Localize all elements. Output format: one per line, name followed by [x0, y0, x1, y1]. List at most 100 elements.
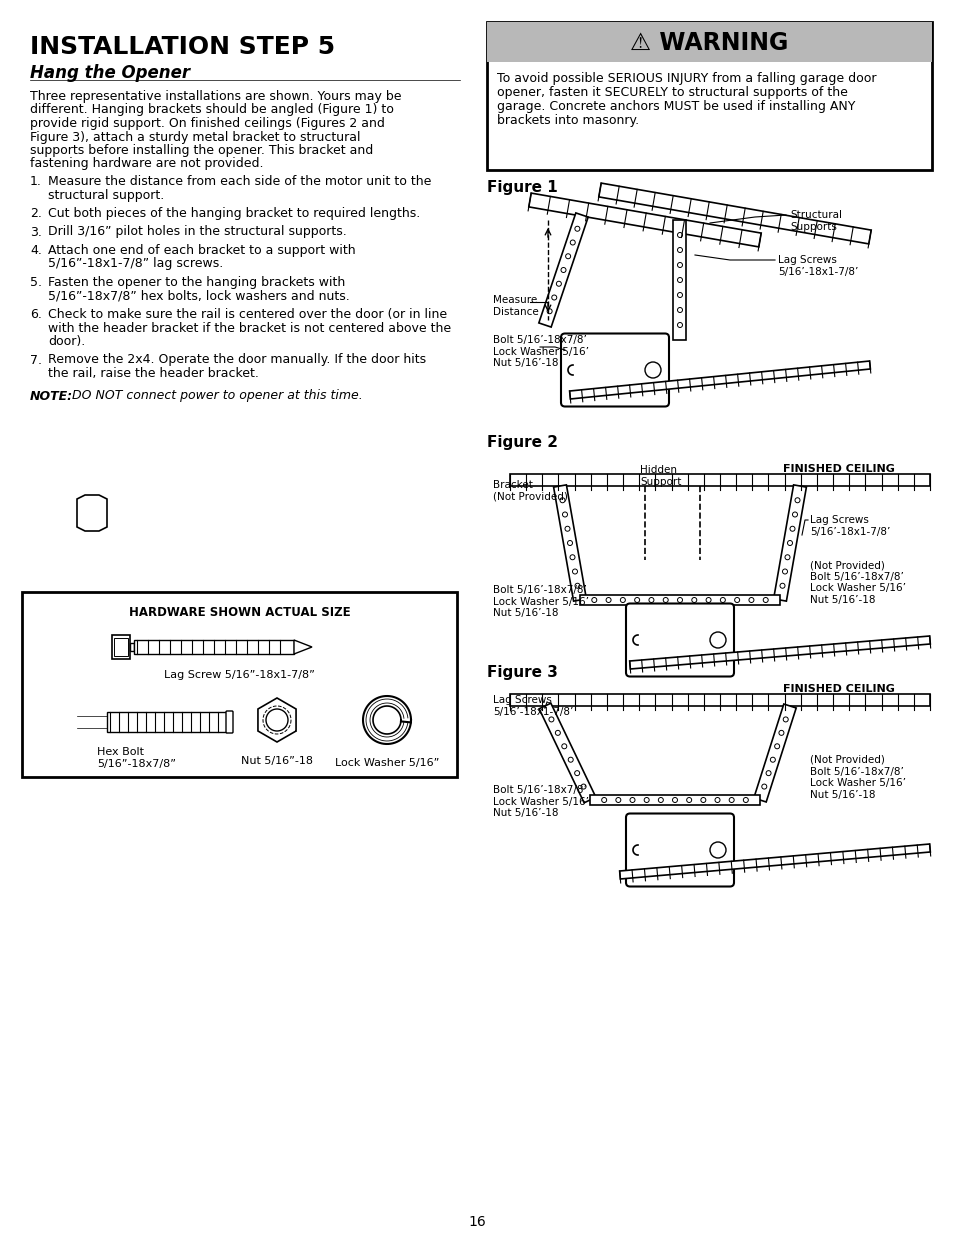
Circle shape [705, 598, 710, 603]
Text: Figure 1: Figure 1 [486, 180, 558, 195]
Text: Cut both pieces of the hanging bracket to required lengths.: Cut both pieces of the hanging bracket t… [48, 207, 420, 220]
Circle shape [778, 730, 783, 735]
Text: 16: 16 [468, 1215, 485, 1229]
Polygon shape [773, 485, 805, 601]
Text: ⚠ WARNING: ⚠ WARNING [630, 31, 788, 56]
Text: 5/16”-18x1-7/8” lag screws.: 5/16”-18x1-7/8” lag screws. [48, 258, 223, 270]
FancyBboxPatch shape [486, 22, 931, 170]
Circle shape [561, 743, 566, 748]
Circle shape [677, 293, 681, 298]
Text: Remove the 2x4. Operate the door manually. If the door hits: Remove the 2x4. Operate the door manuall… [48, 353, 426, 367]
Polygon shape [294, 640, 312, 655]
Text: Attach one end of each bracket to a support with: Attach one end of each bracket to a supp… [48, 245, 355, 257]
Text: structural support.: structural support. [48, 189, 164, 201]
Circle shape [568, 757, 573, 762]
Circle shape [575, 583, 579, 588]
Circle shape [761, 784, 766, 789]
Circle shape [551, 295, 557, 300]
Text: Check to make sure the rail is centered over the door (or in line: Check to make sure the rail is centered … [48, 308, 447, 321]
Text: the rail, raise the header bracket.: the rail, raise the header bracket. [48, 367, 258, 380]
Circle shape [266, 709, 288, 731]
Text: 1.: 1. [30, 175, 42, 188]
FancyBboxPatch shape [22, 592, 456, 777]
Circle shape [794, 498, 800, 503]
Circle shape [720, 598, 724, 603]
Circle shape [569, 555, 575, 559]
Polygon shape [538, 703, 596, 803]
Text: 3.: 3. [30, 226, 42, 238]
Circle shape [789, 526, 794, 531]
Polygon shape [510, 694, 929, 706]
Text: Bracket
(Not Provided): Bracket (Not Provided) [493, 480, 567, 501]
Text: with the header bracket if the bracket is not centered above the: with the header bracket if the bracket i… [48, 321, 451, 335]
Circle shape [770, 757, 775, 762]
Circle shape [591, 598, 597, 603]
FancyBboxPatch shape [625, 604, 733, 677]
Polygon shape [528, 193, 760, 247]
Circle shape [709, 842, 725, 858]
Text: Measure
Distance: Measure Distance [493, 295, 538, 316]
Circle shape [643, 798, 648, 803]
Polygon shape [257, 698, 295, 742]
FancyBboxPatch shape [112, 635, 130, 659]
Text: opener, fasten it SECURELY to structural supports of the: opener, fasten it SECURELY to structural… [497, 86, 847, 99]
Circle shape [601, 798, 606, 803]
Circle shape [555, 730, 559, 735]
Circle shape [765, 771, 770, 776]
Polygon shape [589, 795, 760, 805]
Circle shape [709, 632, 725, 648]
FancyBboxPatch shape [486, 22, 931, 62]
Text: Hang the Opener: Hang the Opener [30, 64, 190, 82]
Circle shape [672, 798, 677, 803]
Polygon shape [598, 183, 870, 243]
Circle shape [792, 513, 797, 517]
Circle shape [780, 583, 784, 588]
Circle shape [677, 263, 681, 268]
Text: fastening hardware are not provided.: fastening hardware are not provided. [30, 158, 263, 170]
Text: FINISHED CEILING: FINISHED CEILING [782, 684, 894, 694]
Circle shape [562, 513, 567, 517]
Circle shape [572, 569, 577, 574]
Text: brackets into masonry.: brackets into masonry. [497, 114, 639, 127]
Text: Structural
Supports: Structural Supports [789, 210, 841, 232]
Circle shape [556, 282, 560, 287]
Text: Nut 5/16”-18: Nut 5/16”-18 [241, 756, 313, 766]
Circle shape [570, 240, 575, 245]
Circle shape [677, 232, 681, 237]
Text: Lock Washer 5/16”: Lock Washer 5/16” [335, 758, 438, 768]
FancyBboxPatch shape [560, 333, 668, 406]
Circle shape [547, 309, 552, 314]
Circle shape [781, 569, 786, 574]
Polygon shape [619, 844, 929, 879]
Polygon shape [753, 704, 796, 802]
Circle shape [786, 541, 792, 546]
Text: provide rigid support. On finished ceilings (Figures 2 and: provide rigid support. On finished ceili… [30, 117, 384, 130]
Circle shape [580, 784, 585, 789]
Text: Bolt 5/16’-18x7/8’
Lock Washer 5/16’
Nut 5/16’-18: Bolt 5/16’-18x7/8’ Lock Washer 5/16’ Nut… [493, 585, 588, 619]
Circle shape [677, 247, 681, 252]
Text: Figure 2: Figure 2 [486, 435, 558, 450]
Text: garage. Concrete anchors MUST be used if installing ANY: garage. Concrete anchors MUST be used if… [497, 100, 855, 112]
FancyBboxPatch shape [625, 814, 733, 887]
Circle shape [677, 598, 681, 603]
FancyBboxPatch shape [226, 711, 233, 734]
Text: Three representative installations are shown. Yours may be: Three representative installations are s… [30, 90, 401, 103]
Text: 4.: 4. [30, 245, 42, 257]
Circle shape [575, 226, 579, 231]
FancyBboxPatch shape [133, 640, 294, 655]
Text: HARDWARE SHOWN ACTUAL SIZE: HARDWARE SHOWN ACTUAL SIZE [129, 606, 350, 619]
Text: Measure the distance from each side of the motor unit to the: Measure the distance from each side of t… [48, 175, 431, 188]
Polygon shape [77, 495, 107, 531]
Circle shape [634, 598, 639, 603]
Circle shape [686, 798, 691, 803]
Circle shape [762, 598, 767, 603]
Polygon shape [569, 361, 869, 399]
Circle shape [714, 798, 720, 803]
Text: Fasten the opener to the hanging brackets with: Fasten the opener to the hanging bracket… [48, 275, 345, 289]
Circle shape [734, 598, 739, 603]
Text: Figure 3), attach a sturdy metal bracket to structural: Figure 3), attach a sturdy metal bracket… [30, 131, 360, 143]
Circle shape [677, 278, 681, 283]
Text: Lag Screws
5/16’-18x1-7/8’: Lag Screws 5/16’-18x1-7/8’ [493, 695, 573, 716]
Text: Bolt 5/16’-18x7/8’
Lock Washer 5/16’
Nut 5/16’-18: Bolt 5/16’-18x7/8’ Lock Washer 5/16’ Nut… [493, 785, 588, 819]
Circle shape [644, 362, 660, 378]
